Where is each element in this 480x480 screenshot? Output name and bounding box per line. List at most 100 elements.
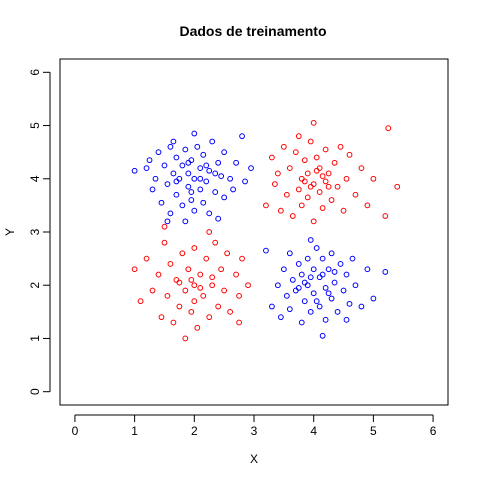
data-point: [269, 303, 275, 310]
data-point: [206, 210, 213, 217]
data-point: [301, 279, 308, 286]
data-point: [191, 130, 198, 137]
chart-title: Dados de treinamento: [179, 23, 326, 39]
data-point: [319, 205, 326, 211]
data-point: [161, 239, 168, 246]
data-point: [295, 261, 302, 267]
data-point: [319, 332, 326, 339]
data-point: [325, 183, 332, 190]
data-point: [370, 175, 377, 182]
data-point: [206, 167, 213, 174]
data-point: [316, 303, 323, 310]
data-point: [304, 282, 311, 289]
data-point: [215, 215, 222, 222]
data-point: [173, 191, 180, 198]
data-point: [203, 162, 210, 169]
data-point: [364, 266, 371, 273]
data-point: [394, 183, 401, 190]
data-point: [343, 316, 350, 323]
data-point: [298, 175, 305, 182]
data-point: [188, 157, 195, 164]
y-tick-label: 2: [28, 282, 42, 289]
data-point: [188, 197, 195, 203]
data-point: [200, 151, 207, 158]
data-point: [307, 237, 314, 243]
data-point: [233, 159, 239, 166]
data-point: [343, 175, 350, 182]
data-point: [200, 199, 207, 206]
y-tick-label: 1: [28, 335, 42, 342]
data-point: [310, 266, 317, 273]
data-point: [209, 138, 216, 145]
data-point: [143, 165, 150, 172]
x-axis-label: X: [250, 452, 258, 466]
data-point: [364, 202, 371, 209]
data-point: [304, 170, 311, 177]
data-point: [358, 165, 365, 172]
data-point: [179, 162, 186, 169]
data-point: [352, 191, 359, 198]
data-point: [167, 210, 174, 217]
data-point: [292, 287, 299, 294]
data-point: [301, 157, 308, 164]
data-point: [215, 159, 222, 166]
data-point: [277, 314, 284, 321]
data-point: [325, 290, 332, 297]
data-point: [224, 250, 231, 257]
data-point: [185, 183, 192, 190]
data-point: [304, 194, 311, 201]
data-point: [349, 255, 356, 262]
data-point: [313, 245, 320, 251]
data-point: [164, 292, 171, 299]
x-tick-label: 5: [370, 424, 377, 438]
data-point: [286, 250, 293, 257]
plot-area-frame: [59, 58, 449, 406]
data-point: [289, 213, 296, 219]
data-point: [322, 316, 329, 323]
data-point: [307, 183, 314, 190]
data-point: [170, 138, 177, 145]
data-point: [206, 229, 213, 235]
data-point: [149, 287, 156, 294]
data-point: [340, 287, 347, 294]
data-point: [131, 167, 138, 174]
data-point: [319, 173, 326, 180]
y-axis: 0 1 2 3 4 5 6: [28, 69, 51, 395]
data-point: [274, 282, 281, 289]
data-point: [382, 213, 389, 219]
data-point: [221, 194, 228, 201]
data-point: [340, 207, 347, 214]
y-axis-label: Y: [3, 228, 17, 236]
data-point: [322, 146, 329, 153]
data-point: [212, 239, 219, 246]
data-point: [337, 143, 344, 150]
data-point: [176, 175, 183, 182]
data-point: [197, 186, 204, 193]
data-point: [173, 178, 180, 185]
data-point: [164, 181, 171, 187]
data-point: [194, 143, 201, 150]
data-point: [197, 284, 204, 291]
data-point: [191, 282, 198, 289]
data-point: [215, 303, 222, 310]
x-axis: 0 1 2 3 4 5 6: [72, 414, 437, 438]
data-point: [155, 149, 162, 156]
data-point: [212, 170, 219, 177]
data-point: [283, 292, 290, 299]
data-point: [313, 167, 320, 174]
data-point: [298, 202, 305, 209]
data-point: [158, 199, 165, 206]
y-tick-label: 3: [28, 228, 42, 235]
data-points: [131, 119, 401, 342]
data-point: [146, 157, 153, 164]
data-point: [185, 159, 192, 166]
data-point: [155, 271, 162, 278]
data-point: [203, 255, 210, 262]
data-point: [307, 138, 314, 145]
data-point: [331, 159, 338, 166]
data-point: [191, 245, 198, 251]
data-point: [328, 250, 335, 257]
data-point: [149, 186, 156, 193]
x-tick-label: 2: [191, 424, 198, 438]
data-point: [313, 298, 320, 305]
